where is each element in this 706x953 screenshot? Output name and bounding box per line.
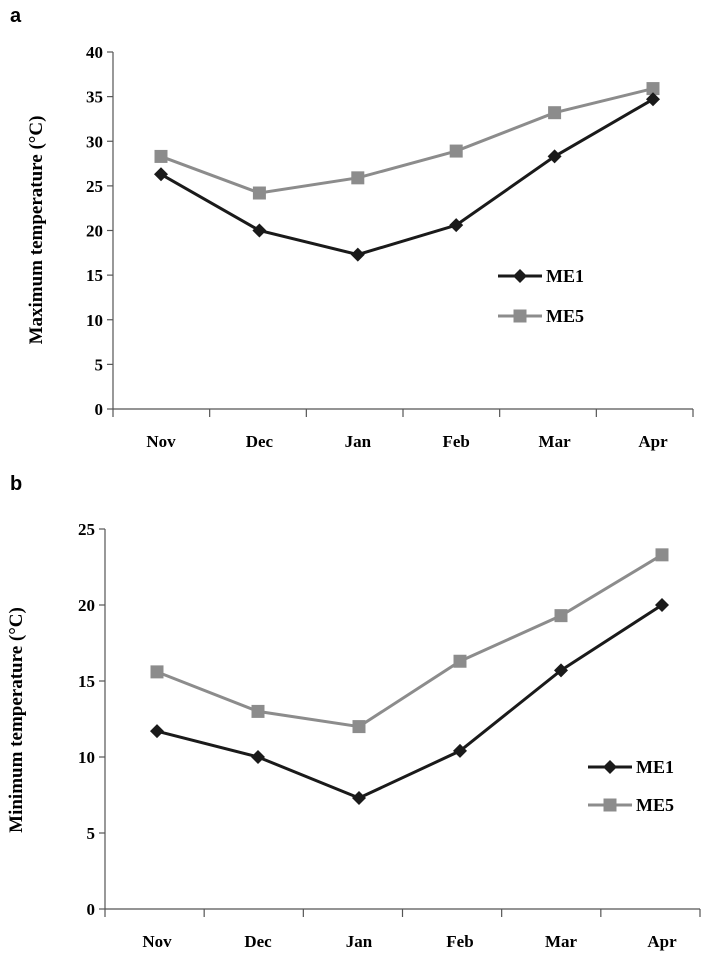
x-tick-label-a: Feb xyxy=(443,432,470,451)
point-me1-a xyxy=(646,92,660,107)
y-tick-label-b: 0 xyxy=(87,900,96,919)
y-tick-label-b: 25 xyxy=(78,520,95,539)
series-line-me1-a xyxy=(160,98,654,257)
point-me5-a xyxy=(154,149,168,163)
y-tick-label-b: 15 xyxy=(78,672,95,691)
x-tick-label-a: Mar xyxy=(539,432,572,451)
point-me1-b xyxy=(554,663,568,678)
x-tick-label-b: Feb xyxy=(446,932,473,951)
x-tick-label-a: Nov xyxy=(146,432,176,451)
point-me5-a xyxy=(351,171,365,185)
y-tick-label-a: 35 xyxy=(86,88,103,107)
point-me1-a xyxy=(547,149,562,164)
point-me1-a xyxy=(449,218,464,233)
point-me5-b xyxy=(554,609,568,623)
y-tick-label-a: 30 xyxy=(86,132,103,151)
y-axis-title-b: Minimum temperature (°C) xyxy=(6,607,27,833)
legend-label-me1-a: ME1 xyxy=(546,266,584,286)
series-line-me5-b xyxy=(156,553,663,729)
series-line-me5-a xyxy=(160,87,654,195)
x-tick-label-b: Nov xyxy=(142,932,172,951)
point-me5-b xyxy=(352,720,366,734)
point-me1-a xyxy=(252,223,267,238)
x-tick-label-a: Apr xyxy=(638,432,668,451)
point-me5-a xyxy=(252,186,266,200)
point-me1-a xyxy=(350,247,365,262)
legend-marker-me5-a xyxy=(513,309,527,323)
panel-a: a 0 5 10 15 20 25 30 35 40 Nov Dec Jan Feb Mar Apr Maxim… xyxy=(0,0,706,470)
legend-label-me5-a: ME5 xyxy=(546,306,584,326)
x-tick-label-b: Apr xyxy=(647,932,677,951)
series-line-me1-b xyxy=(156,603,663,800)
y-tick-label-a: 0 xyxy=(95,400,104,419)
legend-marker-me1-b xyxy=(603,760,617,774)
point-me1-b xyxy=(453,743,467,758)
x-tick-label-b: Dec xyxy=(244,932,272,951)
point-me1-b xyxy=(655,598,669,612)
x-tick-label-a: Jan xyxy=(345,432,372,451)
y-tick-label-a: 20 xyxy=(86,222,103,241)
panel-label-a: a xyxy=(10,5,22,27)
y-tick-label-a: 25 xyxy=(86,177,103,196)
point-me5-a xyxy=(646,82,660,96)
point-me5-b xyxy=(251,704,265,718)
point-me1-b xyxy=(150,724,164,739)
point-me1-a xyxy=(154,167,168,182)
legend-marker-me1-a xyxy=(513,269,527,283)
y-tick-label-b: 20 xyxy=(78,596,95,615)
y-tick-label-a: 10 xyxy=(86,311,103,330)
legend-marker-me5-b xyxy=(603,798,617,812)
y-tick-label-a: 15 xyxy=(86,266,103,285)
legend-label-me1-b: ME1 xyxy=(636,757,674,777)
legend-label-me5-b: ME5 xyxy=(636,795,674,815)
y-tick-label-a: 40 xyxy=(86,43,103,62)
point-me1-b xyxy=(251,750,265,764)
panel-b: b 0 5 10 15 20 25 Nov Dec Jan Feb Mar Apr Minimum tem… xyxy=(0,470,706,953)
x-tick-label-a: Dec xyxy=(246,432,274,451)
y-axis-title-a: Maximum temperature (°C) xyxy=(26,116,47,345)
y-tick-label-a: 5 xyxy=(95,355,104,374)
x-tick-label-b: Mar xyxy=(545,932,578,951)
chart-a-svg: a 0 5 10 15 20 25 30 35 40 Nov Dec Jan Feb Mar Apr Maxim… xyxy=(10,5,694,451)
chart-b-svg: b 0 5 10 15 20 25 Nov Dec Jan Feb Mar Apr Minimum tem… xyxy=(6,473,701,951)
point-me1-b xyxy=(352,791,366,806)
point-me5-b xyxy=(453,654,467,668)
point-me5-a xyxy=(449,144,463,158)
y-tick-label-b: 10 xyxy=(78,748,95,767)
point-me5-b xyxy=(655,548,669,562)
point-me5-b xyxy=(150,665,164,679)
y-tick-label-b: 5 xyxy=(87,824,96,843)
point-me5-a xyxy=(548,106,562,120)
panel-label-b: b xyxy=(10,473,22,495)
x-tick-label-b: Jan xyxy=(346,932,373,951)
